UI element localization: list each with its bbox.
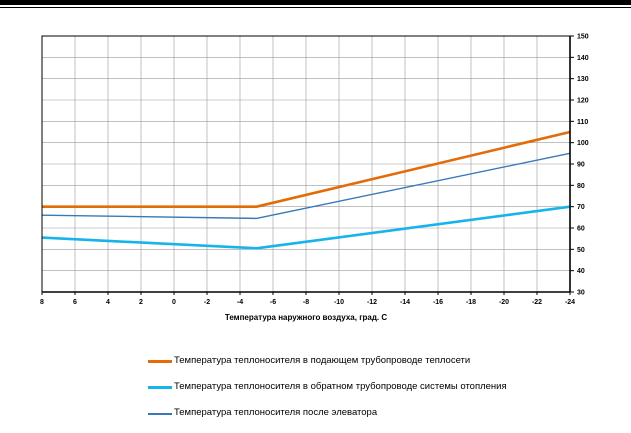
x-tick-label: -4 [237,299,243,306]
x-tick-label: -8 [303,299,309,306]
x-tick-label: 4 [106,299,110,306]
x-tick-label: 2 [139,299,143,306]
x-tick-label: 6 [73,299,77,306]
chart: 8 6 4 2 0 -2 -4 -6 -8 -10 -12 -14 -16 -18 -20 -22 -24 30… [40,34,589,323]
x-tick-label: 0 [172,299,176,306]
legend-label-supply: Температура теплоносителя в подающем тру… [174,355,471,366]
series-line-return [41,205,571,250]
y-tick-label: 40 [577,268,585,275]
legend-swatch-supply [148,360,172,363]
y-tick-label: 80 [577,183,585,190]
x-tick-label: -2 [204,299,210,306]
grid [41,35,571,293]
series-lines [41,130,571,250]
y-tick-labels: 30 40 50 60 70 80 90 100 110 120 130 140 150 [577,34,589,297]
legend-swatch-elevator [148,413,172,415]
y-tick-label: 70 [577,204,585,211]
y-tick-label: 150 [577,34,589,41]
x-tick-label: -18 [466,299,476,306]
x-tick-label: 8 [40,299,44,306]
y-tick-label: 90 [577,162,585,169]
y-tick-label: 140 [577,55,589,62]
axes [41,35,574,295]
y-tick-label: 60 [577,226,585,233]
x-tick-label: -6 [270,299,276,306]
x-tick-label: -24 [565,299,575,306]
y-tick-label: 120 [577,98,589,105]
y-tick-label: 50 [577,247,585,254]
legend-label-elevator: Температура теплоносителя после элеватор… [174,407,378,418]
legend-label-return: Температура теплоносителя в обратном тру… [174,381,507,392]
y-tick-label: 130 [577,76,589,83]
x-tick-label: -20 [499,299,509,306]
x-tick-label: -14 [400,299,410,306]
x-tick-label: -10 [334,299,344,306]
top-rule-thick [0,0,631,5]
x-tick-labels: 8 6 4 2 0 -2 -4 -6 -8 -10 -12 -14 -16 -18 -20 -22 -24 [40,299,575,306]
top-rule-thin [0,7,631,8]
x-tick-label: -22 [532,299,542,306]
series-line-supply [42,130,571,208]
legend-swatch-return [148,386,172,389]
y-tick-label: 30 [577,290,585,297]
y-tick-label: 110 [577,119,588,126]
y-tick-label: 100 [577,140,589,147]
x-tick-label: -16 [433,299,443,306]
series-line-elevator [41,152,571,220]
x-tick-label: -12 [367,299,377,306]
x-axis-title: Температура наружного воздуха, град. С [225,313,388,322]
